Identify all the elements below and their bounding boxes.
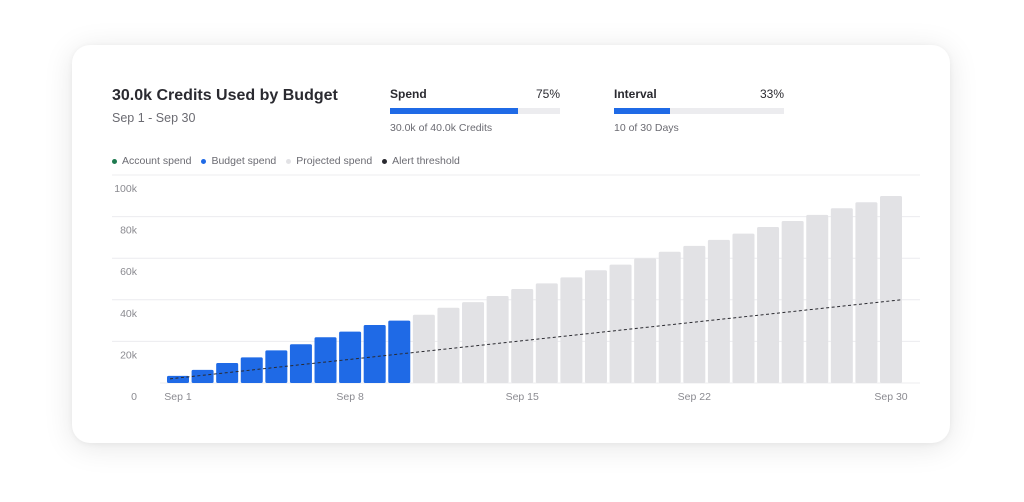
projected-spend-bar: [511, 288, 534, 383]
date-range: Sep 1 - Sep 30: [112, 111, 196, 125]
legend-projected-spend[interactable]: Projected spend: [286, 155, 372, 167]
legend-dot-icon: [112, 158, 117, 164]
x-tick-label: Sep 22: [678, 391, 711, 403]
projected-spend-bar: [560, 277, 583, 383]
legend-account-spend[interactable]: Account spend: [112, 155, 191, 167]
legend-alert-threshold[interactable]: Alert threshold: [382, 155, 460, 167]
projected-spend-bar: [855, 202, 878, 383]
projected-spend-bar: [806, 214, 829, 383]
projected-spend-bar: [412, 314, 435, 383]
projected-spend-bar: [707, 239, 730, 383]
y-tick-label: 80k: [120, 225, 138, 237]
budget-spend-bar: [339, 331, 362, 383]
projected-spend-bar: [658, 251, 681, 383]
y-tick-label: 100k: [114, 183, 138, 195]
budget-spend-bar: [388, 320, 411, 383]
alert-threshold-line: [169, 299, 902, 380]
projected-spend-bar: [486, 296, 509, 383]
projected-spend-bar: [584, 270, 607, 383]
legend-budget-spend[interactable]: Budget spend: [201, 155, 276, 167]
interval-percent: 33%: [759, 87, 784, 101]
spend-note: 30.0k of 40.0k Credits: [390, 122, 493, 134]
chart-legend: Account spend Budget spend Projected spe…: [112, 155, 460, 167]
budget-spend-bar: [289, 344, 312, 383]
projected-spend-bar: [830, 208, 853, 383]
y-tick-label: 40k: [120, 308, 138, 320]
legend-dot-icon: [201, 158, 207, 164]
projected-spend-bar: [781, 220, 804, 383]
x-tick-label: Sep 8: [336, 391, 364, 403]
y-tick-label: 0: [131, 391, 137, 403]
legend-dot-icon: [286, 158, 292, 164]
interval-label: Interval: [614, 87, 657, 101]
projected-spend-bar: [535, 283, 558, 383]
legend-dot-icon: [382, 158, 388, 164]
budget-spend-bar: [265, 350, 288, 383]
legend-label: Projected spend: [296, 155, 373, 167]
projected-spend-bar: [757, 227, 780, 383]
y-tick-label: 60k: [120, 266, 138, 278]
projected-spend-bar: [683, 245, 706, 383]
projected-spend-bar: [732, 233, 755, 383]
budget-spend-bar: [240, 357, 263, 383]
x-tick-label: Sep 15: [506, 391, 539, 403]
projected-spend-bar: [609, 264, 632, 383]
budget-spend-bar: [314, 337, 337, 383]
budget-spend-bar: [167, 375, 189, 383]
spend-progress-bar: [390, 108, 560, 114]
y-tick-label: 20k: [120, 349, 138, 361]
projected-spend-bar: [880, 196, 902, 383]
budget-spend-bar: [363, 324, 386, 383]
x-tick-label: Sep 1: [164, 391, 192, 403]
budget-spend-bar: [191, 369, 214, 383]
projected-spend-bar: [634, 258, 657, 383]
projected-spend-bar: [462, 302, 485, 383]
legend-label: Budget spend: [211, 155, 277, 167]
spend-label: Spend: [390, 87, 427, 101]
spend-progress-fill: [390, 108, 518, 114]
legend-label: Alert threshold: [392, 155, 460, 167]
card-title: 30.0k Credits Used by Budget: [112, 87, 338, 104]
interval-progress-fill: [614, 108, 671, 114]
interval-progress-bar: [614, 108, 784, 114]
projected-spend-bar: [437, 307, 460, 383]
legend-label: Account spend: [122, 155, 192, 167]
interval-note: 10 of 30 Days: [614, 122, 679, 134]
spend-percent: 75%: [535, 87, 560, 101]
x-tick-label: Sep 30: [874, 391, 907, 403]
